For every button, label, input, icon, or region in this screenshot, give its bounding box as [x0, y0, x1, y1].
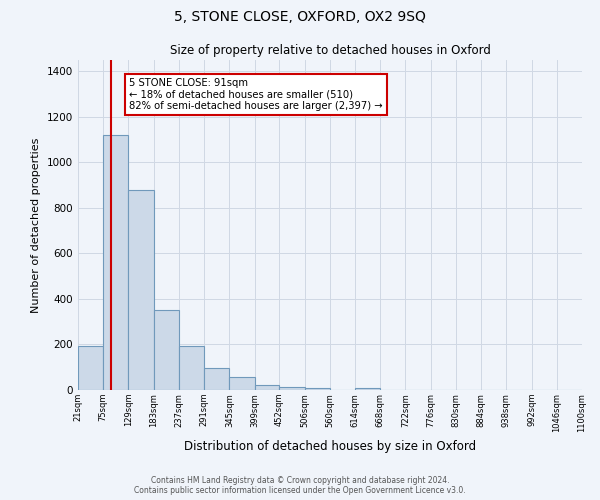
Bar — [204, 368, 229, 390]
Title: Size of property relative to detached houses in Oxford: Size of property relative to detached ho… — [170, 44, 490, 58]
X-axis label: Distribution of detached houses by size in Oxford: Distribution of detached houses by size … — [184, 440, 476, 453]
Bar — [254, 385, 280, 390]
Y-axis label: Number of detached properties: Number of detached properties — [31, 138, 41, 312]
Bar — [154, 310, 179, 390]
Bar — [103, 135, 128, 390]
Text: 5, STONE CLOSE, OXFORD, OX2 9SQ: 5, STONE CLOSE, OXFORD, OX2 9SQ — [174, 10, 426, 24]
Text: Contains HM Land Registry data © Crown copyright and database right 2024.
Contai: Contains HM Land Registry data © Crown c… — [134, 476, 466, 495]
Bar — [229, 378, 254, 390]
Bar — [179, 346, 204, 390]
Bar — [305, 388, 330, 390]
Bar — [355, 388, 380, 390]
Bar — [128, 190, 154, 390]
Bar — [280, 386, 305, 390]
Bar — [78, 346, 103, 390]
Text: 5 STONE CLOSE: 91sqm
← 18% of detached houses are smaller (510)
82% of semi-deta: 5 STONE CLOSE: 91sqm ← 18% of detached h… — [129, 78, 383, 112]
